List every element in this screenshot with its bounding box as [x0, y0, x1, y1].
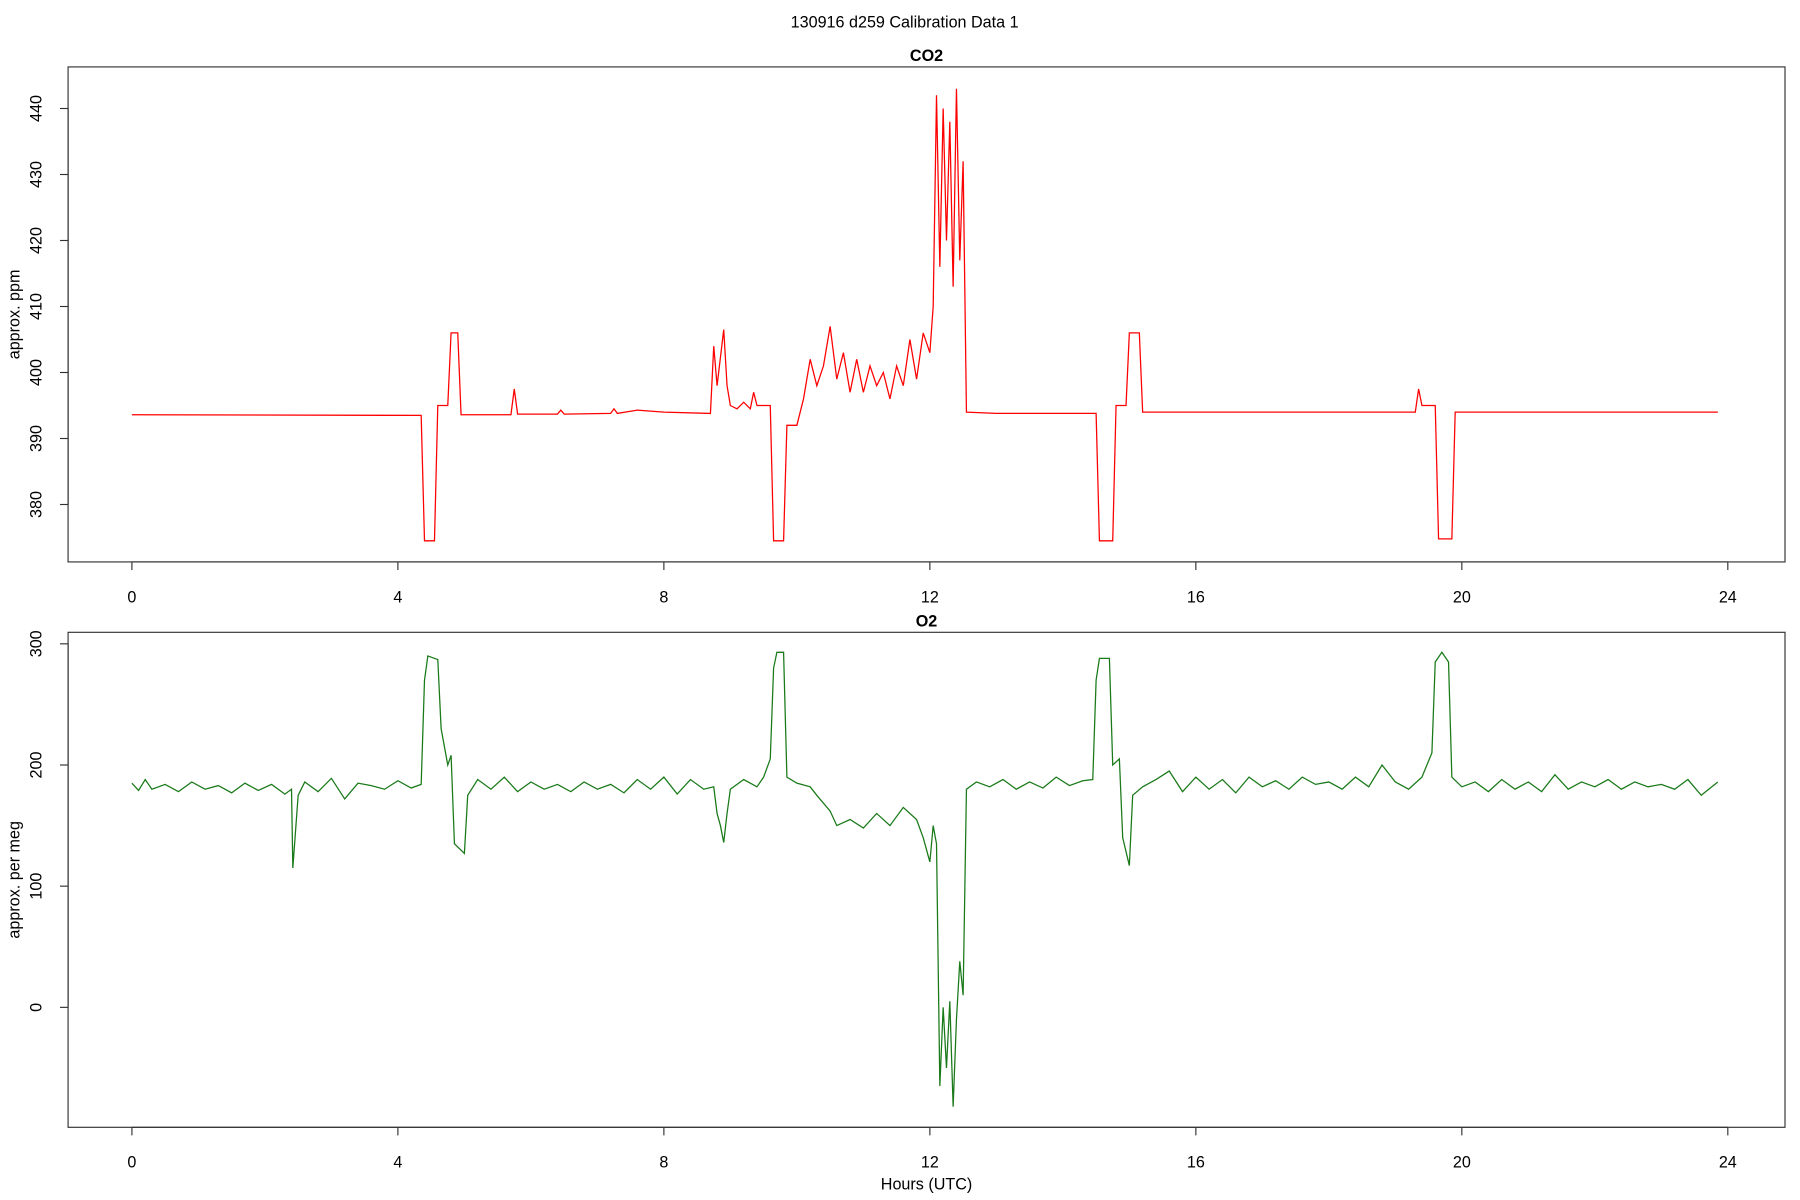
x-tick-label: 4 — [393, 588, 402, 606]
y-tick-label: 400 — [28, 359, 46, 386]
panel-title: O2 — [916, 613, 938, 631]
page-title: 130916 d259 Calibration Data 1 — [791, 14, 1019, 32]
y-tick-label: 440 — [28, 95, 46, 122]
plot-frame — [67, 66, 1786, 563]
x-tick-label: 12 — [921, 588, 939, 606]
x-tick-label: 16 — [1187, 1154, 1205, 1172]
x-tick-label: 4 — [393, 1154, 402, 1172]
y-tick-label: 100 — [28, 873, 46, 900]
x-tick-label: 0 — [127, 588, 136, 606]
y-tick-label: 0 — [28, 1003, 46, 1012]
y-tick-label: 420 — [28, 227, 46, 254]
x-tick-label: 8 — [659, 1154, 668, 1172]
y-tick-label: 410 — [28, 293, 46, 320]
x-tick-label: 20 — [1453, 1154, 1471, 1172]
x-axis-label: Hours (UTC) — [881, 1176, 972, 1194]
y-tick-label: 390 — [28, 425, 46, 452]
y-axis-label: approx. ppm — [6, 270, 24, 360]
x-tick-label: 24 — [1719, 588, 1737, 606]
y-tick-label: 380 — [28, 491, 46, 518]
x-tick-label: 16 — [1187, 588, 1205, 606]
x-tick-label: 0 — [127, 1154, 136, 1172]
data-line — [131, 651, 1719, 1107]
x-tick-label: 12 — [921, 1154, 939, 1172]
y-tick-label: 300 — [28, 630, 46, 657]
x-tick-label: 8 — [659, 588, 668, 606]
y-tick-label: 200 — [28, 752, 46, 779]
x-tick-label: 24 — [1719, 1154, 1737, 1172]
y-axis-label: approx. per meg — [6, 821, 24, 939]
y-tick-label: 430 — [28, 161, 46, 188]
plot-frame — [67, 631, 1786, 1128]
panel-title: CO2 — [910, 47, 943, 65]
x-tick-label: 20 — [1453, 588, 1471, 606]
data-line — [131, 88, 1718, 542]
